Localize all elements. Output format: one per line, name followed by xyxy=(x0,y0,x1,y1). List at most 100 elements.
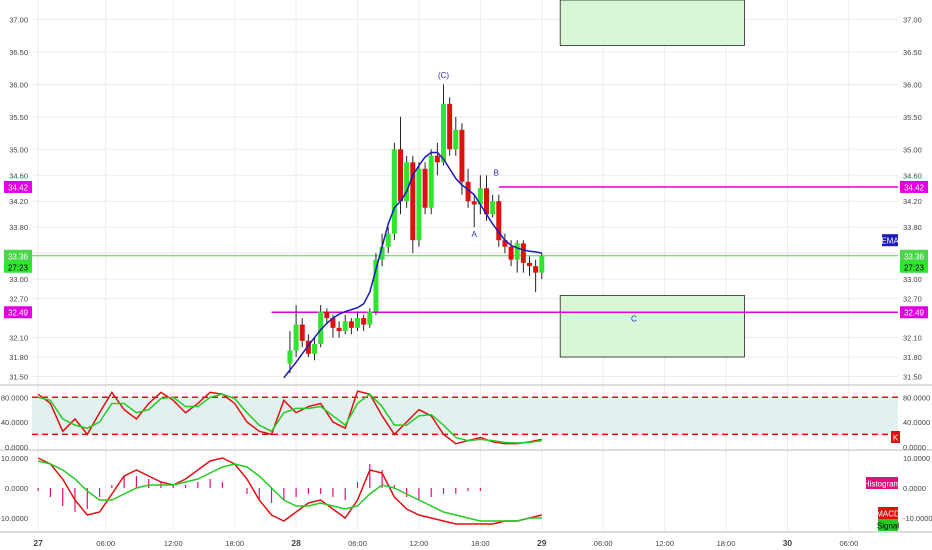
candle-down xyxy=(348,321,354,328)
x-tick-label: 18:00 xyxy=(225,539,244,548)
price-tick-left: 31.50 xyxy=(9,373,28,382)
price-tick-right: 32.70 xyxy=(903,295,922,304)
candle-down xyxy=(465,181,471,202)
level-tag-right-bg xyxy=(900,249,928,262)
candle-down xyxy=(324,311,330,319)
candle-down xyxy=(422,168,428,208)
level-tag-left-bg xyxy=(4,306,32,319)
macd-tick-left: 0.0000 xyxy=(5,484,28,493)
price-tick-left: 32.70 xyxy=(9,295,28,304)
candle-down xyxy=(361,318,367,325)
price-tick-right: 34.20 xyxy=(903,197,922,206)
price-tick-right: 37.00 xyxy=(903,15,922,24)
x-tick-label: 18:00 xyxy=(717,539,736,548)
macd-tag-bg xyxy=(878,507,898,519)
wave-label: A xyxy=(472,230,478,239)
candle-up xyxy=(453,129,459,150)
candle-up xyxy=(367,311,373,325)
signal-tag-bg xyxy=(878,519,898,531)
level-tag-left: 33.36 xyxy=(8,252,29,261)
candle-down xyxy=(336,327,342,332)
stoch-tick-left: 0.0000 xyxy=(5,443,28,452)
x-tick-label: 12:00 xyxy=(410,539,429,548)
countdown-tag-left-bg xyxy=(4,260,32,273)
x-tick-label: 06:00 xyxy=(839,539,858,548)
countdown-tag-left: 27:23 xyxy=(8,263,29,272)
candle-up xyxy=(385,233,391,247)
candle-up xyxy=(287,350,293,364)
candle-down xyxy=(520,243,526,263)
price-tick-left: 35.50 xyxy=(9,113,28,122)
price-tick-right: 33.00 xyxy=(903,275,922,284)
candle-down xyxy=(502,240,508,247)
candle-down xyxy=(398,149,404,202)
stoch-tick-left: 40.0000 xyxy=(1,418,28,427)
candle-down xyxy=(330,318,336,328)
ema-legend-tag: EMA xyxy=(881,237,899,246)
price-tick-right: 35.50 xyxy=(903,113,922,122)
price-tick-left: 35.00 xyxy=(9,145,28,154)
candle-up xyxy=(355,318,361,328)
level-tag-right-bg xyxy=(900,306,928,319)
candle-up xyxy=(477,188,483,205)
level-tag-right-bg xyxy=(900,180,928,193)
candle-up xyxy=(312,344,318,354)
candle-down xyxy=(305,340,311,354)
level-tag-left-bg xyxy=(4,180,32,193)
x-tick-label: 27 xyxy=(33,538,43,548)
stoch-tick-right: 40.0000 xyxy=(903,418,930,427)
x-tick-label: 18:00 xyxy=(471,539,490,548)
level-tag-left-bg xyxy=(4,249,32,262)
stoch-band-fill xyxy=(32,397,898,435)
macd-tick-right: 10.0000 xyxy=(903,454,930,463)
level-tag-right: 33.36 xyxy=(904,252,925,261)
price-tick-left: 34.60 xyxy=(9,171,28,180)
candle-up xyxy=(428,155,434,208)
level-tag-left: 32.49 xyxy=(8,309,29,318)
stoch-tick-right: 0.0000 xyxy=(903,443,926,452)
price-tick-left: 36.00 xyxy=(9,80,28,89)
countdown-tag-right-bg xyxy=(900,260,928,273)
level-tag-left: 34.42 xyxy=(8,183,29,192)
x-tick-label: 12:00 xyxy=(164,539,183,548)
price-tick-left: 34.20 xyxy=(9,197,28,206)
x-tick-label: 29 xyxy=(537,538,547,548)
price-tick-right: 33.80 xyxy=(903,223,922,232)
candle-up xyxy=(514,243,520,260)
macd-line xyxy=(37,457,542,525)
stoch-tick-left: 80.0000 xyxy=(1,393,28,402)
signal-tag: Signal xyxy=(877,522,899,531)
price-tick-left: 33.00 xyxy=(9,275,28,284)
price-tick-right: 36.00 xyxy=(903,80,922,89)
price-tick-left: 37.00 xyxy=(9,15,28,24)
countdown-tag-right: 27:23 xyxy=(904,263,925,272)
price-tick-right: 34.60 xyxy=(903,171,922,180)
candle-up xyxy=(379,246,385,260)
macd-tick-left: 10.0000 xyxy=(1,454,28,463)
price-zone xyxy=(559,0,745,46)
candle-up xyxy=(441,103,447,163)
macd-tick-right: 0.0000 xyxy=(903,484,926,493)
price-zone xyxy=(559,294,745,358)
candle-down xyxy=(483,188,489,215)
candle-down xyxy=(526,262,532,267)
candle-up xyxy=(293,324,299,351)
candle-up xyxy=(373,259,379,312)
candle-up xyxy=(416,168,422,241)
candle-up xyxy=(490,201,496,215)
candle-down xyxy=(447,103,453,150)
macd-line xyxy=(37,460,542,522)
candle-down xyxy=(533,266,539,273)
level-tag-right: 32.49 xyxy=(904,309,925,318)
stoch-line xyxy=(37,393,542,444)
candle-up xyxy=(342,321,348,332)
ema-line xyxy=(283,151,542,379)
x-tick-label: 28 xyxy=(291,538,301,548)
price-tick-left: 33.80 xyxy=(9,223,28,232)
candle-up xyxy=(404,162,410,202)
x-tick-label: 06:00 xyxy=(348,539,367,548)
histogram-tag-bg xyxy=(866,477,898,489)
price-tick-left: 36.50 xyxy=(9,48,28,57)
stoch-line xyxy=(37,390,542,445)
histogram-tag: Histogram xyxy=(864,480,901,489)
